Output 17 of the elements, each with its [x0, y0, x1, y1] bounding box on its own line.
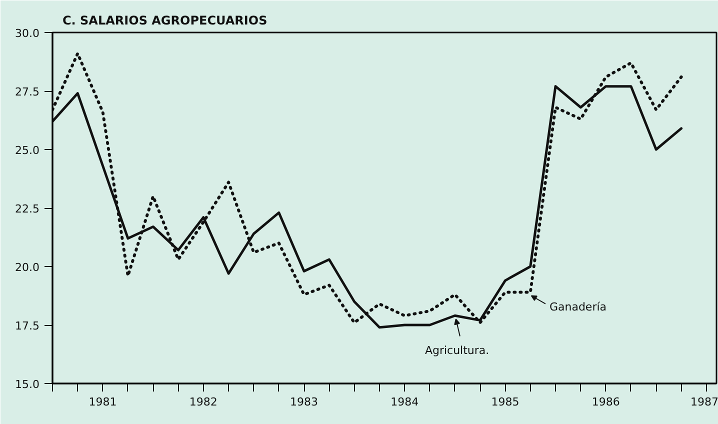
x-tick-label: 1986: [592, 396, 620, 408]
y-tick-label: 27.5: [15, 86, 40, 98]
x-tick-label: 1982: [189, 396, 218, 408]
y-tick-label: 20.0: [15, 261, 40, 274]
chart-title: C. SALARIOS AGROPECUARIOS: [62, 14, 268, 28]
y-tick-label: 30.0: [15, 27, 40, 40]
x-tick-label: 1981: [88, 396, 117, 408]
annotation: Ganadería: [549, 300, 607, 314]
y-tick-label: 25.0: [15, 144, 40, 157]
x-tick-label: 1984: [390, 396, 419, 408]
x-tick-label: 1987: [690, 396, 718, 408]
y-tick-label: 22.5: [15, 202, 40, 216]
y-tick-label: 15.0: [15, 378, 40, 391]
annotation: Agricultura.: [424, 344, 490, 358]
x-tick-label: 1985: [491, 396, 520, 408]
x-tick-label: 1983: [290, 396, 318, 408]
y-tick-label: 17.5: [15, 320, 40, 332]
